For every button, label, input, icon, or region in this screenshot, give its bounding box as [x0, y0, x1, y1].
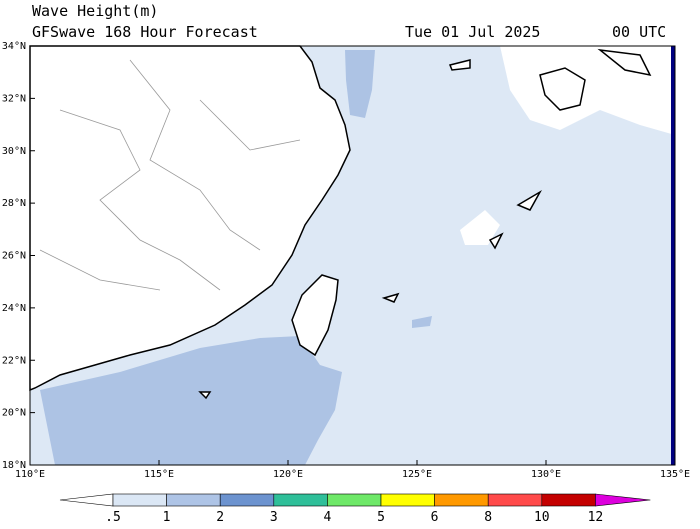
edge: [671, 46, 675, 465]
lon-label: 135°E: [660, 469, 690, 480]
lat-label: 18°N: [2, 460, 26, 471]
colorbar-box: [219, 493, 275, 507]
time: 00 UTC: [612, 23, 666, 41]
colorbar-label: 3: [270, 510, 278, 525]
lat-label: 34°N: [2, 41, 26, 52]
deep-sea: [412, 316, 432, 328]
lat-label: 22°N: [2, 355, 26, 366]
lon-label: 115°E: [144, 469, 174, 480]
colorbar-box: [487, 493, 543, 507]
deep-sea: [345, 50, 375, 118]
colorbar-label: 2: [216, 510, 224, 525]
kyushu: [539, 67, 586, 111]
colorbar-label: .5: [105, 510, 121, 525]
colorbar-box: [327, 493, 382, 507]
lat-label: 28°N: [2, 198, 26, 209]
title: Wave Height(m): [32, 2, 158, 20]
subtitle: GFSwave 168 Hour Forecast: [32, 23, 258, 41]
colorbar-label: 4: [323, 510, 331, 525]
colorbar-box: [166, 493, 221, 507]
taiwan: [291, 274, 339, 357]
colorbar-box: [273, 493, 328, 507]
colorbar-label: 5: [377, 510, 385, 525]
colorbar-label: 8: [484, 510, 492, 525]
lon-label: 130°E: [531, 469, 561, 480]
lat-label: 26°N: [2, 251, 26, 262]
colorbar-label: 10: [534, 510, 550, 525]
colorbar-box: [112, 493, 167, 507]
lat-label: 24°N: [2, 303, 26, 314]
deep-sea: [40, 336, 342, 465]
lat-label: 32°N: [2, 93, 26, 104]
calm-area: [460, 210, 500, 245]
map: [29, 45, 676, 466]
island: [597, 48, 652, 77]
colorbar-label: 6: [431, 510, 439, 525]
colorbar-box: [541, 493, 596, 507]
colorbar-label: 12: [588, 510, 604, 525]
land: [29, 45, 351, 392]
lon-label: 125°E: [402, 469, 432, 480]
lat-label: 30°N: [2, 146, 26, 157]
colorbar-low: [59, 493, 114, 507]
colorbar-box: [434, 493, 489, 507]
colorbar-label: 1: [163, 510, 171, 525]
colorbar-box: [380, 493, 435, 507]
lon-label: 120°E: [273, 469, 303, 480]
date: Tue 01 Jul 2025: [405, 23, 540, 41]
colorbar-high: [595, 493, 651, 507]
lon-label: 110°E: [15, 469, 45, 480]
islands: [198, 59, 542, 400]
lat-label: 20°N: [2, 408, 26, 419]
